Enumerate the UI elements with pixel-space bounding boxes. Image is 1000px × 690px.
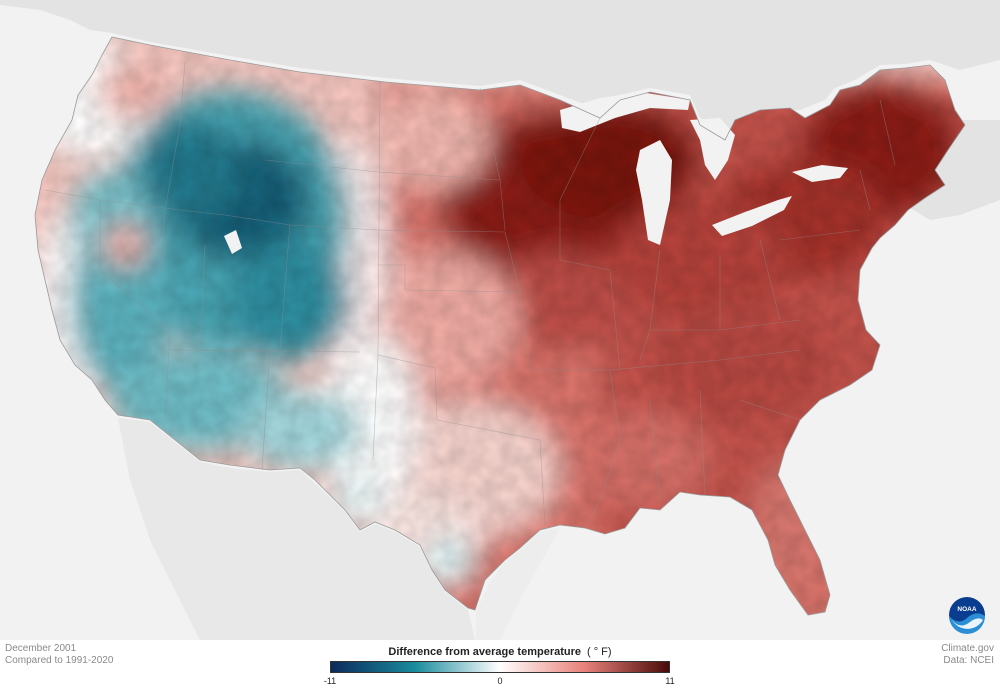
legend-color-bar xyxy=(330,661,670,673)
date-label: December 2001 xyxy=(5,643,77,654)
noaa-logo-icon: NOAA xyxy=(949,597,985,634)
noaa-logo-text: NOAA xyxy=(957,606,976,613)
great-lakes xyxy=(224,92,848,254)
legend-title: Difference from average temperature ( ° F… xyxy=(330,646,670,658)
legend-title-text: Difference from average temperature xyxy=(388,646,581,658)
legend-tick-label: 11 xyxy=(665,676,675,686)
state-borders xyxy=(44,61,896,529)
baseline-label: Compared to 1991-2020 xyxy=(5,655,114,666)
data-source-label: Data: NCEI xyxy=(943,655,994,666)
legend-tick-label: 0 xyxy=(497,676,503,686)
source-site-label: Climate.gov xyxy=(941,643,994,654)
anomaly-field xyxy=(35,37,965,615)
footer-right: Climate.gov Data: NCEI xyxy=(941,643,994,667)
footer: December 2001 Compared to 1991-2020 Diff… xyxy=(0,640,1000,690)
temperature-anomaly-map xyxy=(0,0,1000,616)
footer-left: December 2001 Compared to 1991-2020 xyxy=(5,643,113,667)
legend-unit: ( ° F) xyxy=(587,646,612,658)
legend-tick-label: -11 xyxy=(323,676,337,686)
